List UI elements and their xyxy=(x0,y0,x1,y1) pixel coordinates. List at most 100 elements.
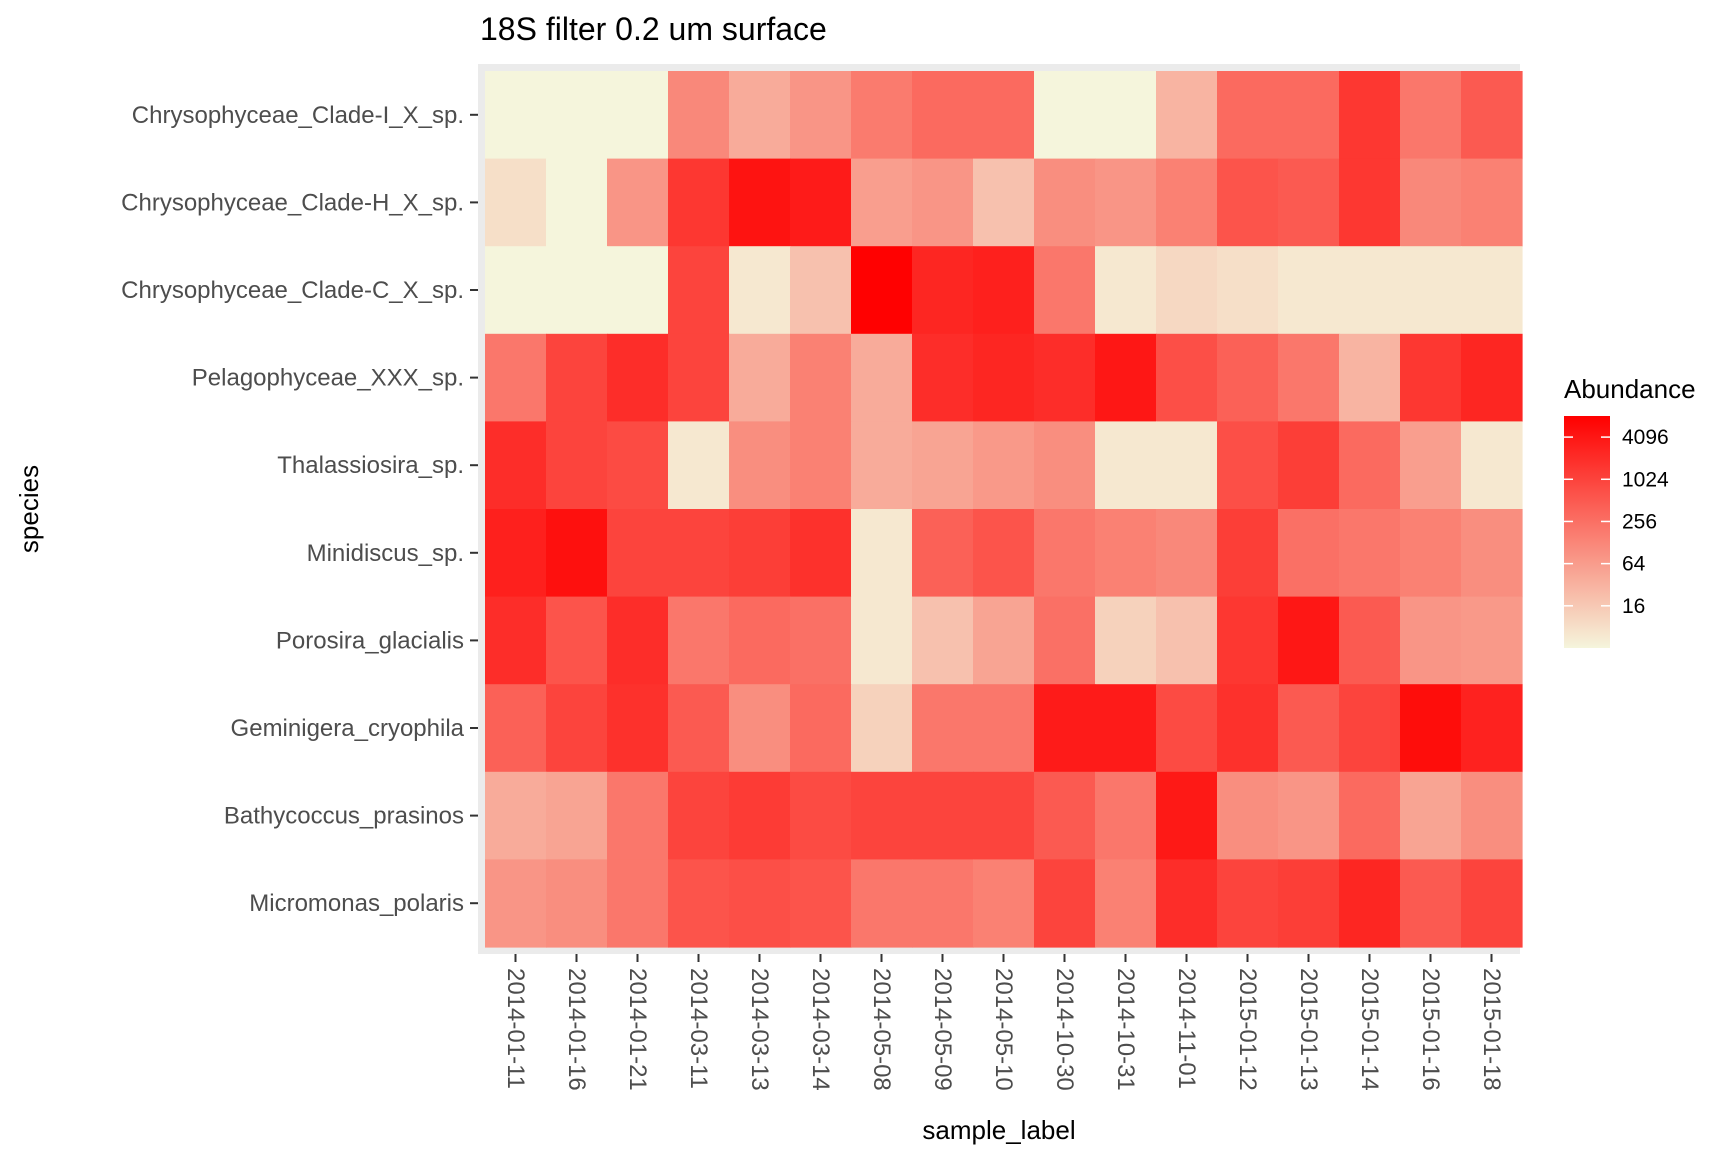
heatmap-cell xyxy=(851,596,913,685)
heatmap-cell xyxy=(668,333,730,422)
heatmap-cell xyxy=(546,771,608,860)
heatmap-cell xyxy=(1278,684,1340,773)
heatmap-cell xyxy=(790,596,852,685)
y-tick-label: Geminigera_cryophila xyxy=(231,715,465,742)
y-tick-label: Chrysophyceae_Clade-C_X_sp. xyxy=(121,277,464,304)
heatmap-cell xyxy=(668,596,730,685)
legend-tick-label: 16 xyxy=(1622,595,1645,618)
heatmap-cell xyxy=(1461,596,1523,685)
heatmap-cell xyxy=(1339,246,1401,335)
heatmap-cell xyxy=(912,684,974,773)
heatmap-cell xyxy=(1339,71,1401,160)
heatmap-cell xyxy=(1217,596,1279,685)
heatmap-cell xyxy=(973,859,1035,948)
heatmap-cell xyxy=(851,246,913,335)
heatmap-cell xyxy=(1217,158,1279,247)
heatmap-cell xyxy=(546,158,608,247)
heatmap-cell xyxy=(1278,509,1340,598)
x-tick-label: 2014-03-11 xyxy=(685,968,712,1089)
heatmap-cell xyxy=(1034,71,1096,160)
heatmap-cell xyxy=(1461,246,1523,335)
heatmap-cell xyxy=(851,509,913,598)
x-tick-label: 2014-01-16 xyxy=(563,968,590,1091)
heatmap-cell xyxy=(729,509,791,598)
heatmap-cell xyxy=(485,158,547,247)
heatmap-cell xyxy=(790,509,852,598)
heatmap-cell xyxy=(729,246,791,335)
heatmap-cell xyxy=(790,158,852,247)
heatmap-cell xyxy=(1156,771,1218,860)
heatmap-cell xyxy=(1156,158,1218,247)
legend: Abundance 16 64 256 1024 4096 xyxy=(1564,374,1696,648)
heatmap-cell xyxy=(607,771,669,860)
heatmap-cell xyxy=(1095,596,1157,685)
x-tick-label: 2014-01-11 xyxy=(502,968,529,1089)
heatmap-cell xyxy=(546,596,608,685)
heatmap-cell xyxy=(1034,421,1096,510)
heatmap-cell xyxy=(607,596,669,685)
heatmap-cell xyxy=(1278,246,1340,335)
heatmap-cell xyxy=(1339,509,1401,598)
x-tick-label: 2015-01-13 xyxy=(1295,968,1322,1091)
heatmap-cell xyxy=(1400,71,1462,160)
heatmap-cell xyxy=(668,771,730,860)
heatmap-cell xyxy=(790,333,852,422)
heatmap-cell xyxy=(546,71,608,160)
heatmap-cell xyxy=(1095,509,1157,598)
heatmap-cell xyxy=(485,71,547,160)
heatmap-cell xyxy=(790,859,852,948)
y-tick-label: Bathycoccus_prasinos xyxy=(224,803,464,830)
heatmap-cell xyxy=(1034,684,1096,773)
heatmap-cell xyxy=(973,421,1035,510)
heatmap-cell xyxy=(912,596,974,685)
x-tick-label: 2014-03-14 xyxy=(807,968,834,1091)
heatmap-cell xyxy=(1034,333,1096,422)
heatmap-cell xyxy=(912,421,974,510)
heatmap-cell xyxy=(1095,158,1157,247)
heatmap-cell xyxy=(485,509,547,598)
heatmap-cell xyxy=(1400,158,1462,247)
x-tick-label: 2015-01-14 xyxy=(1356,968,1383,1091)
heatmap-cell xyxy=(1095,246,1157,335)
heatmap-cell xyxy=(790,421,852,510)
heatmap-cell xyxy=(973,771,1035,860)
heatmap-cell xyxy=(1400,771,1462,860)
heatmap-cell xyxy=(729,421,791,510)
heatmap-cell xyxy=(607,158,669,247)
heatmap-cell xyxy=(1278,158,1340,247)
heatmap-cell xyxy=(1217,71,1279,160)
chart-title: 18S filter 0.2 um surface xyxy=(480,11,827,47)
heatmap-cell xyxy=(607,509,669,598)
heatmap-cell xyxy=(729,158,791,247)
legend-tick-label: 256 xyxy=(1622,510,1657,533)
heatmap-cell xyxy=(668,509,730,598)
heatmap-cell xyxy=(729,771,791,860)
x-tick-label: 2015-01-12 xyxy=(1234,968,1261,1091)
heatmap-cell xyxy=(729,859,791,948)
heatmap-cell xyxy=(912,158,974,247)
x-tick-label: 2014-05-08 xyxy=(868,968,895,1091)
heatmap-cell xyxy=(485,333,547,422)
heatmap-cell xyxy=(1400,421,1462,510)
heatmap-cell xyxy=(1156,71,1218,160)
heatmap-cell xyxy=(790,71,852,160)
y-tick-label: Porosira_glacialis xyxy=(276,627,464,654)
heatmap-cell xyxy=(668,684,730,773)
heatmap-cell xyxy=(973,684,1035,773)
heatmap-cell xyxy=(851,71,913,160)
heatmap-cell xyxy=(1156,509,1218,598)
heatmap-cell xyxy=(1156,596,1218,685)
heatmap-cell xyxy=(790,246,852,335)
heatmap-cell xyxy=(851,771,913,860)
heatmap-cell xyxy=(851,333,913,422)
legend-colorbar xyxy=(1564,416,1610,648)
heatmap-cell xyxy=(607,333,669,422)
y-tick-label: Pelagophyceae_XXX_sp. xyxy=(192,365,464,392)
heatmap-cell xyxy=(1156,333,1218,422)
heatmap-cell xyxy=(912,859,974,948)
heatmap-cell xyxy=(1278,71,1340,160)
x-tick-label: 2014-05-10 xyxy=(990,968,1017,1091)
heatmap-cell xyxy=(1095,421,1157,510)
heatmap-cell xyxy=(912,333,974,422)
